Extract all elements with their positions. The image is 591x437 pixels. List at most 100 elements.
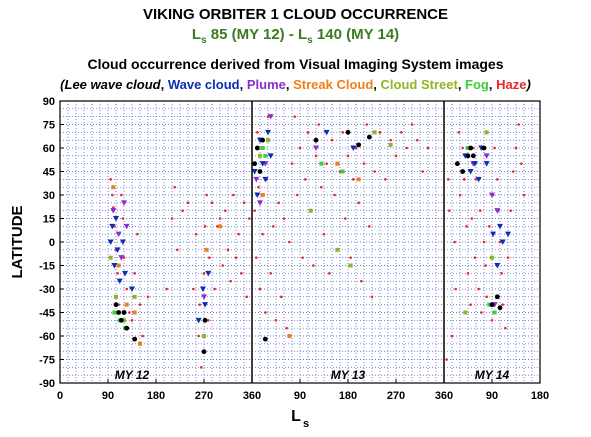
point-cloud-street xyxy=(202,334,206,338)
point-haze xyxy=(485,295,488,299)
point-haze xyxy=(136,232,139,236)
point-haze xyxy=(473,256,477,259)
point-plume xyxy=(494,208,501,214)
point-haze xyxy=(293,115,296,118)
point-haze xyxy=(462,178,466,181)
point-streak-cloud xyxy=(124,302,129,307)
point-wave-cloud xyxy=(323,129,330,136)
point-wave-cloud xyxy=(494,263,501,269)
x-tick-label: 270 xyxy=(195,390,213,402)
point-cloud-street xyxy=(388,142,393,147)
point-haze xyxy=(405,146,408,150)
point-haze xyxy=(280,295,283,299)
point-haze xyxy=(200,366,203,369)
chart-description: Cloud occurrence derived from Visual Ima… xyxy=(87,56,504,72)
point-cloud-street xyxy=(132,294,137,299)
point-wave-cloud xyxy=(505,231,511,238)
point-haze xyxy=(520,162,523,165)
point-haze xyxy=(288,240,291,244)
point-haze xyxy=(216,225,219,228)
point-haze xyxy=(202,272,206,275)
point-lee-wave-cloud xyxy=(118,317,124,323)
point-lee-wave-cloud xyxy=(465,153,471,159)
point-haze xyxy=(203,225,207,228)
point-wave-cloud xyxy=(129,286,135,292)
point-fog xyxy=(260,146,265,150)
point-haze xyxy=(197,334,200,338)
point-haze xyxy=(306,131,310,134)
point-lee-wave-cloud xyxy=(313,137,319,143)
point-haze xyxy=(493,146,496,150)
point-haze xyxy=(170,217,174,220)
legend-item-lee-wave: Lee wave cloud xyxy=(64,77,161,92)
point-lee-wave-cloud xyxy=(454,161,460,167)
point-lee-wave-cloud xyxy=(481,145,487,151)
x-axis-title-subscript: s xyxy=(303,418,309,430)
point-wave-cloud xyxy=(119,239,126,245)
point-haze xyxy=(130,319,134,322)
point-plume xyxy=(123,223,130,230)
point-haze xyxy=(282,217,286,220)
point-cloud-street xyxy=(114,294,118,299)
x-tick-label: 360 xyxy=(435,390,453,402)
point-haze xyxy=(421,170,424,173)
point-haze xyxy=(116,272,119,275)
point-haze xyxy=(261,232,264,236)
point-haze xyxy=(218,217,222,220)
point-haze xyxy=(458,193,462,197)
legend-close-paren: ) xyxy=(526,77,531,92)
point-streak-cloud xyxy=(116,263,121,268)
point-haze xyxy=(254,256,258,259)
point-wave-cloud xyxy=(497,223,503,230)
legend-item-wave-cloud: Wave cloud xyxy=(167,77,240,92)
point-plume xyxy=(489,192,495,198)
point-haze xyxy=(457,131,461,134)
point-haze xyxy=(176,248,179,252)
point-cloud-street xyxy=(258,153,262,158)
point-wave-cloud xyxy=(199,286,206,292)
point-lee-wave-cloud xyxy=(116,310,122,315)
point-streak-cloud xyxy=(138,341,142,346)
point-haze xyxy=(277,201,280,205)
point-haze xyxy=(498,240,502,244)
point-wave-cloud xyxy=(265,129,271,136)
subtitle-ls-1: L xyxy=(191,26,201,43)
point-haze xyxy=(352,178,355,181)
x-axis-title: L xyxy=(291,408,301,425)
point-haze xyxy=(344,217,347,220)
point-streak-cloud xyxy=(356,177,361,182)
point-wave-cloud xyxy=(202,302,209,308)
point-haze xyxy=(453,240,456,244)
x-tick-label: 180 xyxy=(531,390,549,402)
point-haze xyxy=(445,358,448,361)
point-haze xyxy=(389,138,392,142)
point-haze xyxy=(266,115,270,118)
point-streak-cloud xyxy=(204,247,209,252)
point-lee-wave-cloud xyxy=(470,153,476,159)
legend-open-paren: ( xyxy=(60,77,65,92)
point-haze xyxy=(501,303,504,306)
point-haze xyxy=(490,319,494,322)
point-plume xyxy=(313,145,319,151)
point-cloud-street xyxy=(266,138,270,143)
point-plume xyxy=(115,231,122,238)
legend-item-cloud-street: Cloud Street xyxy=(380,77,458,92)
point-cloud-street xyxy=(463,310,468,315)
y-tick-label: -15 xyxy=(39,261,55,273)
point-haze xyxy=(349,256,352,259)
point-lee-wave-cloud xyxy=(260,137,266,143)
point-haze xyxy=(465,225,468,228)
point-plume xyxy=(110,208,117,214)
point-haze xyxy=(330,138,334,142)
point-haze xyxy=(317,123,320,126)
point-wave-cloud xyxy=(251,169,258,175)
point-haze xyxy=(354,146,358,150)
subtitle-mid: 85 (MY 12) - L xyxy=(210,26,308,43)
point-fog xyxy=(487,302,492,307)
point-haze xyxy=(357,201,360,205)
point-haze xyxy=(448,209,451,212)
point-haze xyxy=(454,287,458,291)
point-wave-cloud xyxy=(195,317,202,324)
point-haze xyxy=(237,232,240,236)
point-haze xyxy=(325,162,328,165)
